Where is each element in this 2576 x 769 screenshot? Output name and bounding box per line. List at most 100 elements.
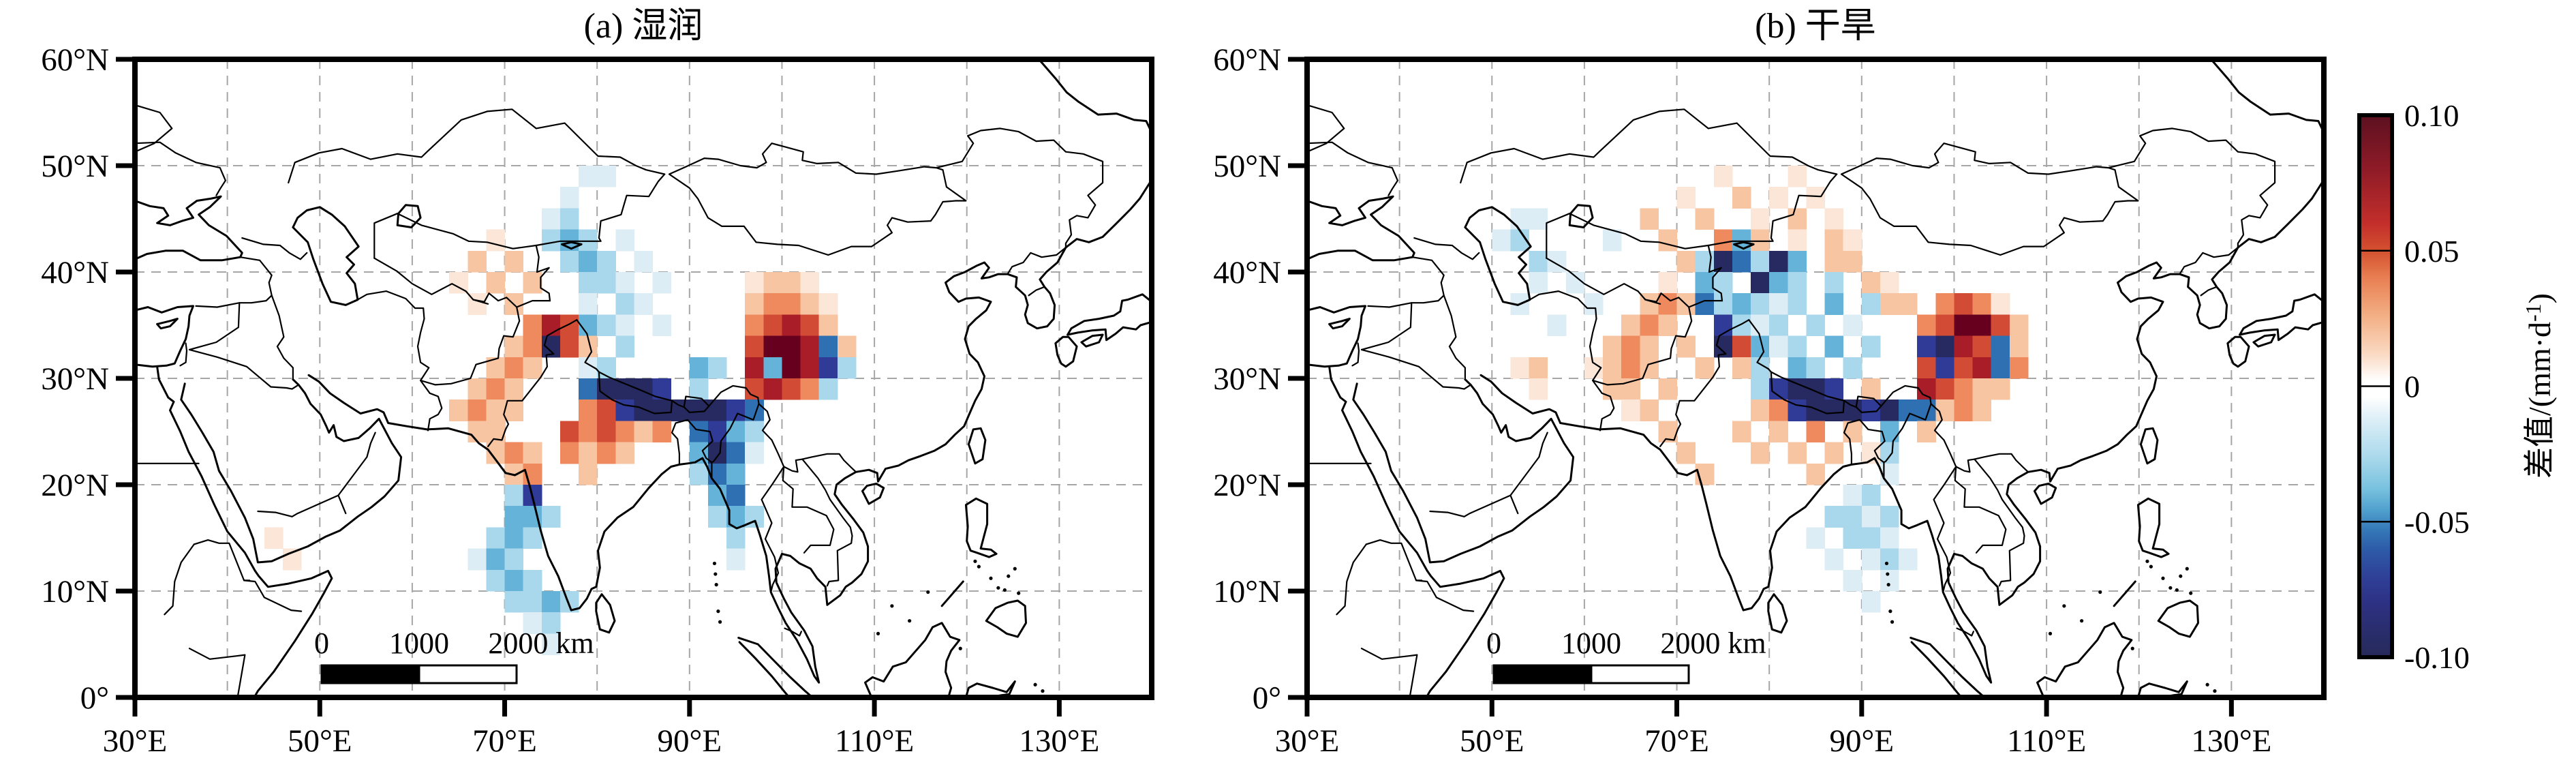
island-dot (1007, 574, 1011, 578)
heatmap-cell (1954, 335, 1974, 358)
heatmap-cell (745, 421, 764, 443)
lat-tick-label: 0° (80, 680, 109, 716)
heatmap-cell (707, 506, 727, 528)
heatmap-cell (1788, 208, 1807, 230)
heatmap-cell (726, 485, 746, 507)
lon-tick-label: 30°E (103, 723, 168, 759)
heatmap-cell (597, 166, 616, 187)
island-dot (989, 576, 993, 580)
heatmap-cell (597, 442, 616, 464)
heatmap-cell (264, 527, 283, 549)
island-dot (2145, 559, 2149, 563)
heatmap-cell (1751, 208, 1770, 230)
heatmap-cell (541, 612, 561, 634)
border-line (1954, 466, 2007, 554)
heatmap-cell (1917, 421, 1936, 443)
heatmap-cell (1769, 335, 1788, 358)
heatmap-cell (541, 229, 561, 252)
heatmap-cell (1972, 378, 1992, 400)
border-line (1360, 348, 1472, 390)
heatmap-cell (1806, 463, 1826, 485)
lat-tick-label: 50°N (1213, 149, 1281, 184)
heatmap-cell (726, 548, 746, 571)
heatmap-cell (1640, 314, 1659, 337)
border-line (355, 290, 425, 320)
border-line (668, 142, 967, 256)
scale-bar: 0 1000 2000 km (314, 627, 594, 684)
coastline (861, 482, 885, 505)
coastline (2226, 335, 2250, 368)
colorbar-tick-label: -0.05 (2404, 504, 2470, 539)
heatmap-cell (745, 272, 764, 294)
heatmap-cell (1640, 208, 1659, 230)
heatmap-cell (615, 314, 634, 337)
heatmap-cell (1621, 335, 1640, 358)
lon-tick-label: 70°E (1644, 723, 1709, 759)
scale-bar: 0 1000 2000 km (1486, 627, 1766, 684)
heatmap-cell (800, 293, 820, 315)
lat-tick-label: 40°N (41, 255, 109, 290)
scale-bar-label: 1000 (1561, 627, 1621, 660)
heatmap-cell (523, 335, 542, 358)
border-line (472, 292, 551, 308)
border-line (1546, 257, 1661, 305)
border-line (711, 403, 760, 464)
heatmap-cell (467, 421, 487, 443)
lat-tick-label: 60°N (41, 42, 109, 78)
heatmap-cell (1843, 229, 1862, 252)
island-dot (908, 619, 912, 623)
heatmap-cell (1510, 357, 1530, 379)
heatmap-cell (1899, 293, 1918, 315)
heatmap-cell (1824, 229, 1844, 252)
lat-tick-label: 30°N (41, 361, 109, 397)
heatmap-cell (523, 272, 542, 294)
border-lines (135, 104, 1104, 697)
border-line (179, 342, 188, 367)
heatmap-cell (541, 591, 561, 613)
island-dot (1017, 591, 1021, 595)
lat-tick-label: 20°N (1213, 468, 1281, 503)
heatmap-cell (1769, 272, 1788, 294)
heatmap-cell (559, 250, 579, 273)
heatmap-cell (634, 293, 654, 315)
heatmap-cell (1751, 250, 1770, 273)
border-line (257, 494, 347, 517)
heatmap-cell (763, 272, 782, 294)
border-line (1840, 142, 2139, 256)
heatmap-cell (707, 442, 727, 464)
lon-tick-label: 30°E (1275, 723, 1340, 759)
island-dot (1013, 567, 1017, 571)
heatmap-cell (1529, 208, 1548, 230)
coastline (292, 206, 360, 306)
coastline (1479, 176, 2324, 684)
heatmap-cell (1529, 250, 1548, 273)
heatmap-cell (689, 378, 709, 400)
heatmap-cell (1732, 314, 1751, 337)
heatmap-cell (1788, 357, 1807, 379)
heatmap-cell (1935, 357, 1954, 379)
heatmap-cell (579, 378, 598, 400)
heatmap-cell (523, 314, 542, 337)
border-line (188, 348, 300, 390)
heatmap-cell (1769, 187, 1788, 209)
coastline (2136, 497, 2170, 558)
heatmap-cell (818, 378, 838, 400)
heatmap-cell (1861, 591, 1881, 613)
coastline (738, 641, 791, 697)
border-line (671, 399, 685, 408)
heatmap-cell (1843, 569, 1862, 592)
heatmap-cell (1788, 250, 1807, 273)
heatmap-cell (467, 548, 487, 571)
heatmap-cell (559, 442, 579, 464)
heatmap-cell (782, 357, 801, 379)
heatmap-cell (800, 272, 820, 294)
heatmap-cell (504, 506, 524, 528)
heatmap-cell (1529, 272, 1548, 294)
border-line (784, 627, 802, 637)
heatmap-cell (1861, 335, 1881, 358)
heatmap-cell (726, 463, 746, 485)
scale-bar-label: 1000 (389, 627, 449, 660)
heatmap-cell (1788, 442, 1807, 464)
heatmap-cell (1824, 293, 1844, 315)
